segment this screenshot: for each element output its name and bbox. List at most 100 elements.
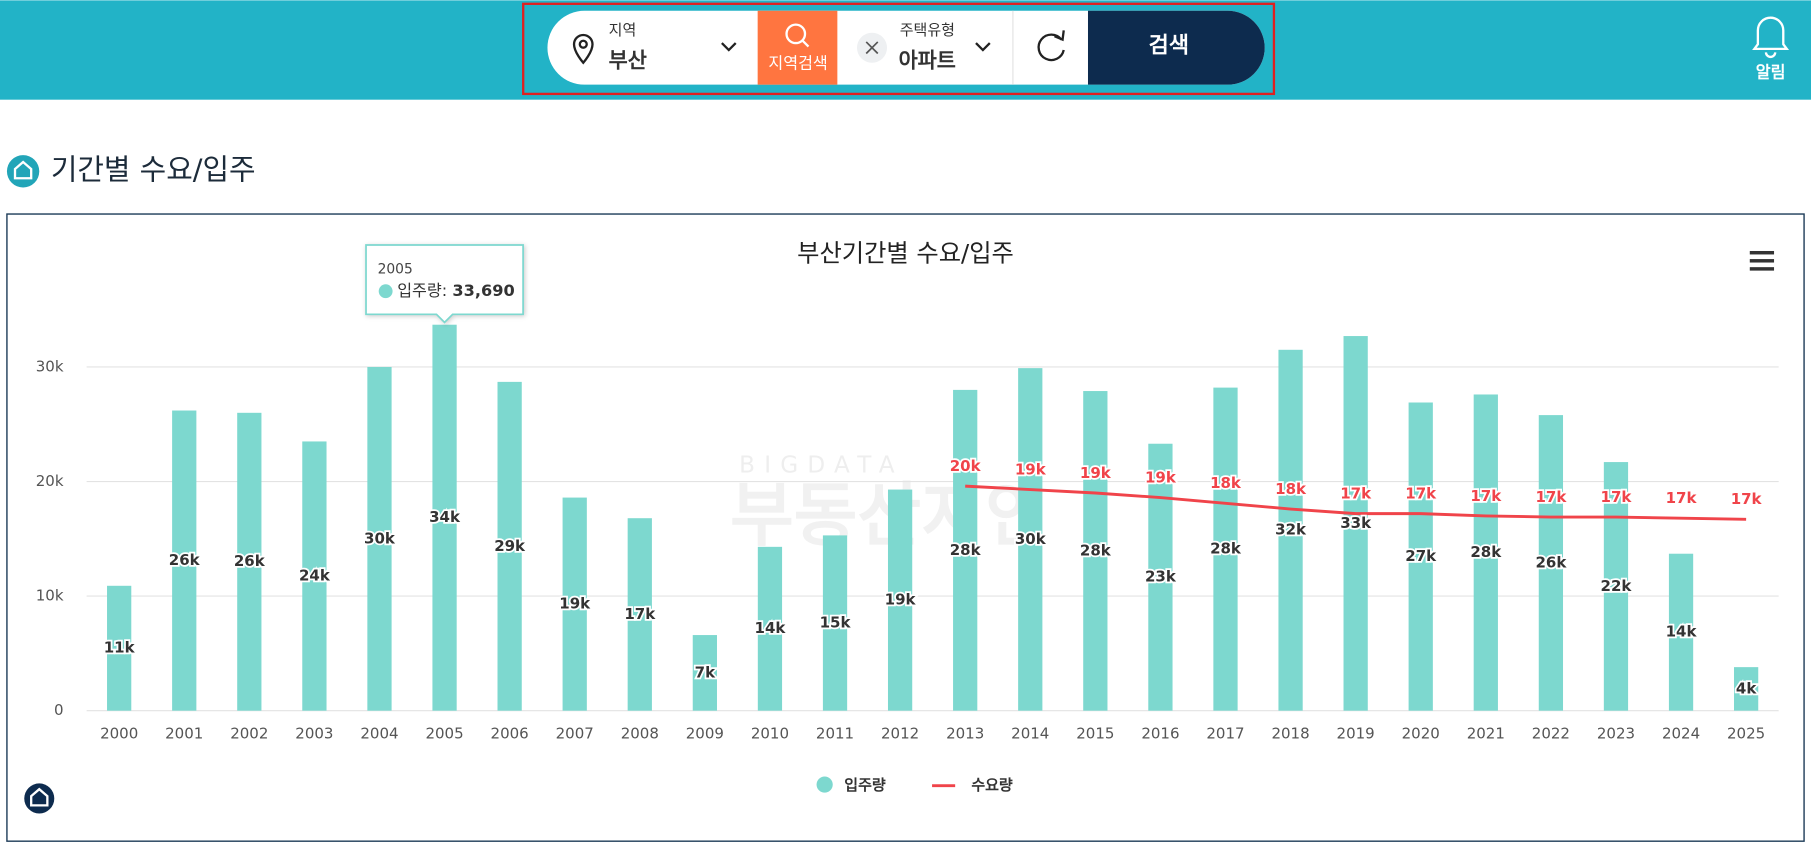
region-search-button[interactable]: 지역검색 (757, 10, 838, 85)
reset-arrow (1054, 30, 1065, 42)
bar (1148, 443, 1173, 711)
tooltip-box (365, 244, 524, 324)
bar (822, 535, 848, 711)
x-tick-label: 2009 (686, 724, 724, 742)
line-value-label: 17k (1731, 490, 1763, 508)
chevron (975, 42, 991, 52)
x-tick-label: 2008 (621, 724, 659, 742)
x-tick-label: 2020 (1402, 724, 1440, 742)
bar-value-label: 28k (1470, 543, 1502, 561)
alarm-button[interactable]: 알림 (1752, 16, 1790, 82)
x-tick-label: 2022 (1532, 724, 1570, 742)
region-select[interactable]: 지역 부산 (572, 21, 737, 73)
bar-value-label: 28k (1210, 540, 1242, 558)
tooltip-text: 입주량: 33,690 (397, 281, 515, 300)
line-value-label: 19k (1015, 460, 1047, 478)
bar-value-label: 34k (429, 508, 461, 526)
bar (1733, 667, 1759, 711)
chart: BIGDATA부동산지인부산기간별 수요/입주010k20k30k2000200… (36, 238, 1779, 794)
chart-title: 부산기간별 수요/입주 (797, 238, 1014, 267)
bar-value-label: 14k (1666, 623, 1698, 641)
x-tick-label: 2018 (1271, 724, 1309, 742)
bar-value-label: 24k (299, 567, 331, 585)
line-value-label: 17k (1340, 484, 1372, 502)
bar (562, 497, 587, 711)
tooltip-separator: : (442, 281, 453, 300)
x-tick-label: 2013 (946, 724, 984, 742)
y-tick-label: 10k (36, 587, 64, 605)
bar (953, 389, 978, 711)
menu-line (1749, 250, 1775, 255)
x-tick-label: 2016 (1141, 724, 1179, 742)
legend-item[interactable]: 수요량 (932, 776, 1013, 794)
menu-line (1749, 267, 1775, 271)
bar (1018, 368, 1043, 711)
reset-button[interactable] (1037, 30, 1065, 62)
bar-value-label: 19k (559, 595, 591, 613)
bar-value-label: 30k (1015, 530, 1047, 548)
bar (1083, 391, 1108, 711)
line-value-label: 17k (1470, 487, 1502, 505)
alarm-label: 알림 (1756, 63, 1786, 82)
bar (1668, 553, 1694, 711)
bar-value-label: 26k (169, 551, 201, 569)
line-value-label: 17k (1601, 488, 1633, 506)
search-icon (785, 23, 807, 45)
x-tick-label: 2005 (425, 724, 463, 742)
button-label: 지역검색 (768, 53, 827, 72)
tooltip: 2005 입주량: 33,690 (365, 244, 524, 324)
bell-icon (1752, 16, 1790, 51)
tooltip-series: 입주량 (397, 281, 442, 300)
bar (367, 366, 392, 711)
y-tick-label: 30k (36, 357, 64, 375)
bar (432, 324, 457, 711)
x-tick-label: 2012 (881, 724, 919, 742)
x-tick-label: 2021 (1467, 724, 1505, 742)
clear-icon (865, 41, 879, 55)
line (965, 484, 1747, 521)
y-tick-label: 0 (54, 701, 64, 719)
x-tick-label: 2004 (360, 724, 398, 742)
x-tick-label: 2003 (295, 724, 333, 742)
x-tick-label: 2015 (1076, 724, 1114, 742)
bar-value-label: 29k (494, 537, 526, 555)
x-tick-label: 2024 (1662, 724, 1700, 742)
x-tick-label: 2017 (1206, 724, 1244, 742)
bar-value-label: 19k (885, 591, 917, 609)
x-tick-label: 2006 (491, 724, 529, 742)
bar (1278, 349, 1303, 711)
line-value-label: 20k (950, 457, 982, 475)
tooltip-category: 2005 (378, 261, 413, 277)
bar-value-label: 15k (820, 614, 852, 632)
bar (1408, 402, 1433, 711)
menu-button[interactable] (1749, 250, 1775, 271)
bar-value-label: 4k (1736, 679, 1757, 697)
bar (887, 489, 913, 711)
legend-label: 입주량 (844, 776, 886, 794)
bar (302, 441, 327, 711)
bar (1538, 415, 1564, 711)
bar-value-label: 26k (1535, 553, 1567, 571)
search-button[interactable]: 검색 (1087, 10, 1265, 85)
pin-icon (572, 33, 594, 65)
tooltip-value: 33,690 (452, 281, 514, 300)
x-tick-label: 2023 (1597, 724, 1635, 742)
line-value-label: 19k (1080, 464, 1112, 482)
line-value-label: 18k (1210, 474, 1242, 492)
bar-value-label: 28k (950, 541, 982, 559)
search-pill (547, 10, 1265, 85)
line-value-label: 17k (1405, 484, 1437, 502)
bar (627, 518, 652, 711)
bar-value-label: 23k (1145, 568, 1177, 586)
bar-value-label: 28k (1080, 541, 1112, 559)
house-type-value: 아파트 (899, 49, 956, 73)
section-icon-house (13, 160, 33, 180)
legend-item[interactable]: 입주량 (816, 776, 886, 794)
bar (1473, 394, 1498, 711)
house-type-select[interactable]: 주택유형 아파트 (856, 21, 991, 73)
tooltip-marker (378, 284, 393, 299)
bar-value-label: 17k (624, 605, 656, 623)
bar (107, 585, 132, 711)
section-icon (6, 155, 40, 188)
bar-value-label: 26k (234, 552, 266, 570)
